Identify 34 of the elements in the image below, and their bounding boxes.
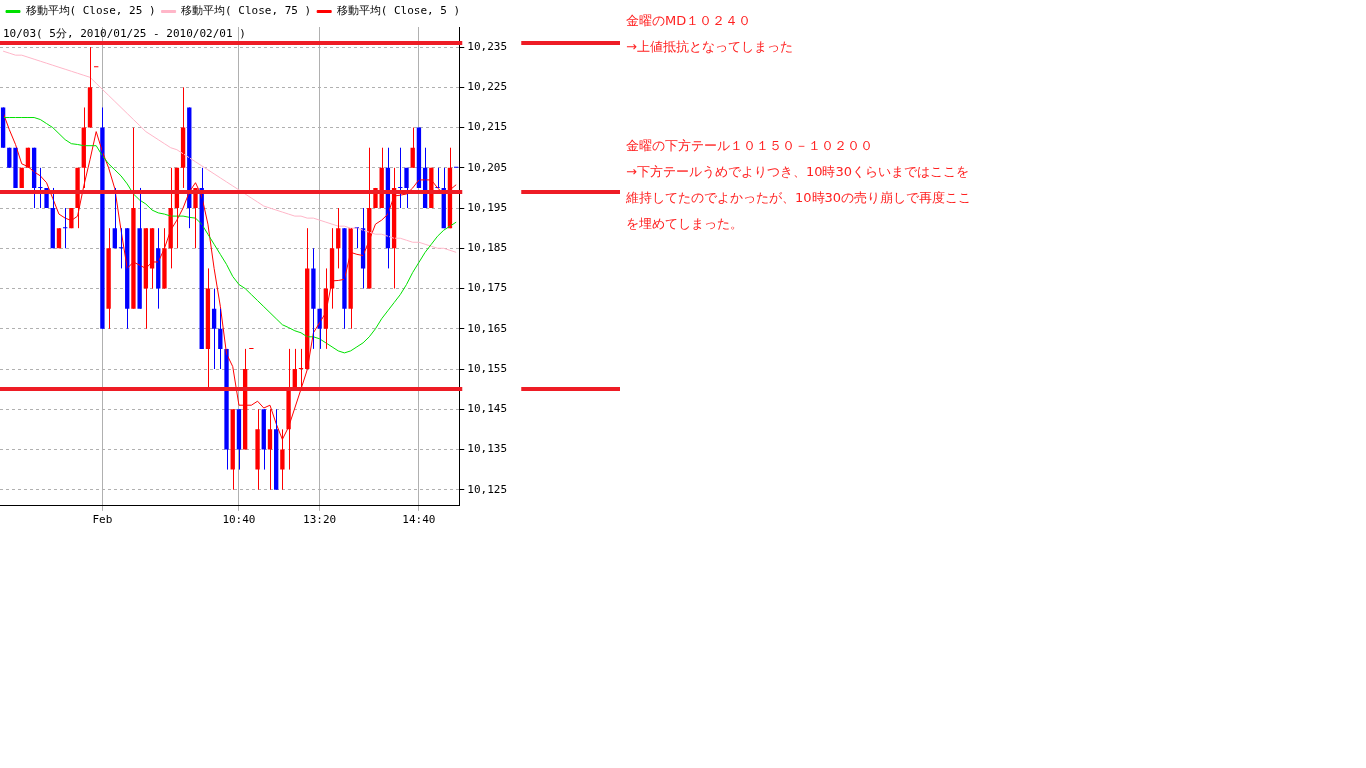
legend-label: 移動平均( Close, 5 ) <box>336 4 461 18</box>
y-tick-label: 10,215 <box>467 120 508 134</box>
x-tick-label: Feb <box>92 513 113 527</box>
legend-label: 移動平均( Close, 75 ) <box>181 4 312 18</box>
candlestick <box>255 408 260 491</box>
candlestick <box>404 167 409 209</box>
x-tick-label: 13:20 <box>303 513 337 527</box>
candlestick <box>162 227 167 290</box>
y-tick-label: 10,175 <box>467 281 508 295</box>
y-tick-label: 10,185 <box>467 241 508 255</box>
text: 金曜の下方テール１０１５０－１０２００ <box>626 137 874 155</box>
chart-title: 10/03( 5分, 2010/01/25 - 2010/02/01 ) <box>3 27 246 41</box>
y-tick-label: 10,225 <box>467 80 508 94</box>
candlestick <box>311 247 316 350</box>
candlestick <box>354 227 360 249</box>
y-tick-label: 10,165 <box>467 321 508 335</box>
y-tick-label: 10,145 <box>467 402 508 416</box>
text: →上値抵抗となってしまった <box>626 38 794 56</box>
candlestick <box>106 227 111 330</box>
y-tick-label: 10,205 <box>467 160 508 174</box>
y-tick-label: 10,195 <box>467 200 508 214</box>
text: →下方テールうめでよりつき、10時30くらいまではここを維持してたのでよかったが、10時30の売り崩しで再度ここを埋めてしまった。 <box>626 163 973 233</box>
candlestick <box>429 167 434 209</box>
y-tick-label: 10,125 <box>467 482 508 496</box>
text: 金曜のMD１０２４０ <box>626 12 753 30</box>
candlestick <box>137 187 142 310</box>
legend-label: 移動平均( Close, 25 ) <box>25 4 156 18</box>
candlestick <box>131 127 136 310</box>
candlestick <box>38 167 43 209</box>
x-tick-label: 14:40 <box>402 513 436 527</box>
y-tick-label: 10,135 <box>467 442 508 456</box>
y-tick-label: 10,155 <box>467 361 508 375</box>
x-tick-label: 10:40 <box>222 513 256 527</box>
y-tick-label: 10,235 <box>467 39 508 53</box>
